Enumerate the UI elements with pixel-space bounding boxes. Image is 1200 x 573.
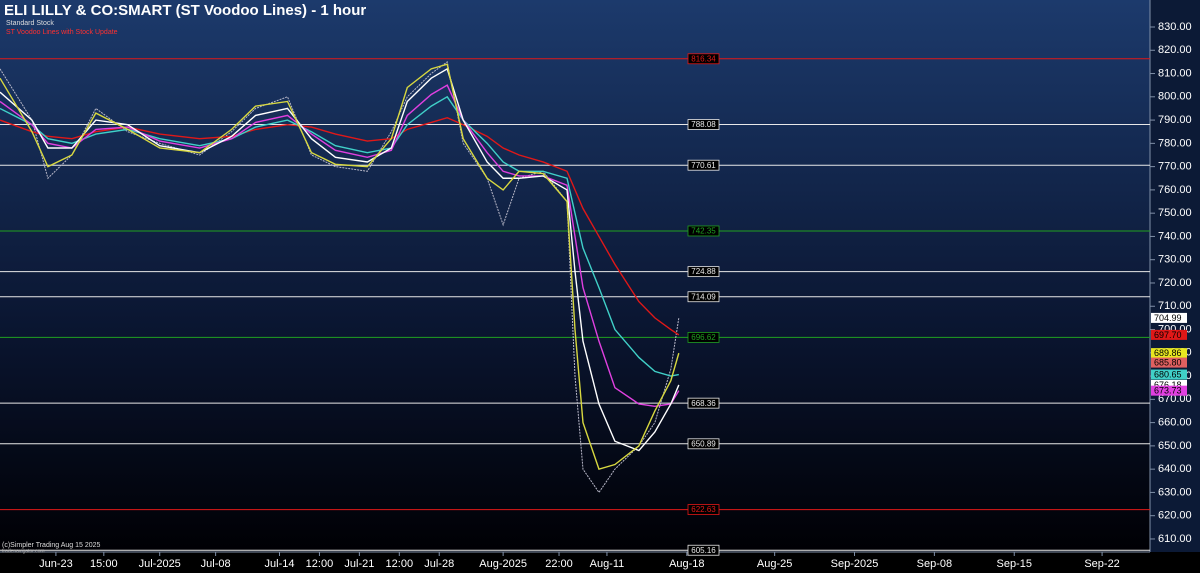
x-tick-label: Aug-11 <box>590 558 625 570</box>
level-label-box <box>687 159 720 171</box>
x-tick-label: Aug-2025 <box>479 558 527 570</box>
level-label: 622.63 <box>691 505 716 514</box>
y-tick-label: 610.00 <box>1158 533 1192 545</box>
level-label: 770.61 <box>691 161 716 170</box>
x-tick-label: Jul-14 <box>265 558 295 570</box>
series-line <box>0 67 680 452</box>
chart-title: ELI LILLY & CO:SMART (ST Voodoo Lines) -… <box>4 2 366 19</box>
level-label-box <box>687 438 720 450</box>
x-tick-label: Jul-21 <box>344 558 374 570</box>
x-tick-label: Sep-08 <box>917 558 952 570</box>
copyright: (c)Simpler Trading Aug 15 2025 <box>2 542 101 549</box>
source: tradenavigator.com <box>2 548 45 554</box>
level-label: 605.16 <box>691 546 716 555</box>
price-tag-label: 685.80 <box>1154 357 1182 367</box>
level-label-box <box>687 266 720 278</box>
y-tick-label: 800.00 <box>1158 91 1192 103</box>
price-tag <box>1151 357 1187 368</box>
x-tick-label: Jul-28 <box>424 558 454 570</box>
level-label: 724.88 <box>691 267 716 276</box>
level-label-box <box>687 291 720 303</box>
level-label: 714.09 <box>691 292 716 301</box>
price-tag-label: 673.73 <box>1154 386 1182 396</box>
y-axis-background <box>1150 0 1200 552</box>
level-label: 668.36 <box>691 399 716 408</box>
price-tag-label: 689.86 <box>1154 348 1182 358</box>
y-tick-label: 710.00 <box>1158 300 1192 312</box>
level-label-box <box>687 544 720 556</box>
x-tick-label: Jul-08 <box>201 558 231 570</box>
y-tick-label: 640.00 <box>1158 463 1192 475</box>
x-tick-label: Sep-22 <box>1084 558 1119 570</box>
y-tick-label: 810.00 <box>1158 67 1192 79</box>
price-tag <box>1151 312 1187 323</box>
y-tick-label: 770.00 <box>1158 161 1192 173</box>
x-tick-label: Jun-23 <box>39 558 73 570</box>
level-label: 742.35 <box>691 227 716 236</box>
price-tag-label: 697.70 <box>1154 330 1182 340</box>
x-tick-label: Sep-15 <box>996 558 1031 570</box>
price-tag-label: 680.65 <box>1154 369 1182 379</box>
y-tick-label: 730.00 <box>1158 254 1192 266</box>
x-tick-label: 15:00 <box>90 558 118 570</box>
y-tick-label: 830.00 <box>1158 21 1192 33</box>
y-tick-label: 740.00 <box>1158 230 1192 242</box>
level-label-box <box>687 119 720 130</box>
price-tag <box>1151 348 1187 359</box>
x-tick-label: 12:00 <box>386 558 414 570</box>
level-label-box <box>687 53 720 65</box>
level-label: 696.62 <box>691 333 716 342</box>
y-tick-label: 760.00 <box>1158 184 1192 196</box>
level-label-box <box>687 397 720 409</box>
x-tick-label: 12:00 <box>306 558 334 570</box>
level-label: 650.89 <box>691 439 716 448</box>
series-line <box>0 84 680 408</box>
price-tag-label: 704.99 <box>1154 313 1182 323</box>
price-tag <box>1151 329 1187 340</box>
series-line <box>0 61 680 494</box>
level-label: 816.34 <box>691 54 716 63</box>
series-line <box>0 63 680 471</box>
y-tick-label: 820.00 <box>1158 44 1192 56</box>
y-tick-label: 780.00 <box>1158 137 1192 149</box>
price-tag-label: 676.18 <box>1154 380 1182 390</box>
subtitle: Standard Stock <box>6 20 54 27</box>
level-label: 788.08 <box>691 120 716 129</box>
x-tick-label: Sep-2025 <box>831 558 879 570</box>
study-label: ST Voodoo Lines with Stock Update <box>6 29 118 36</box>
price-tag <box>1151 385 1187 396</box>
x-tick-label: Aug-18 <box>669 558 704 570</box>
y-tick-label: 620.00 <box>1158 510 1192 522</box>
x-tick-label: Aug-25 <box>757 558 792 570</box>
level-label-box <box>687 225 720 237</box>
level-label-box <box>687 504 720 515</box>
y-tick-label: 670.00 <box>1158 393 1192 405</box>
level-label-box <box>687 331 720 343</box>
y-tick-label: 660.00 <box>1158 417 1192 429</box>
x-tick-label: 22:00 <box>545 558 573 570</box>
y-tick-label: 630.00 <box>1158 486 1192 498</box>
y-tick-label: 790.00 <box>1158 114 1192 126</box>
series-line <box>0 95 679 377</box>
x-tick-label: Jul-2025 <box>139 558 181 570</box>
price-tag <box>1151 369 1187 380</box>
price-tag <box>1151 379 1187 390</box>
y-tick-label: 650.00 <box>1158 440 1192 452</box>
y-tick-label: 720.00 <box>1158 277 1192 289</box>
y-tick-label: 750.00 <box>1158 207 1192 219</box>
